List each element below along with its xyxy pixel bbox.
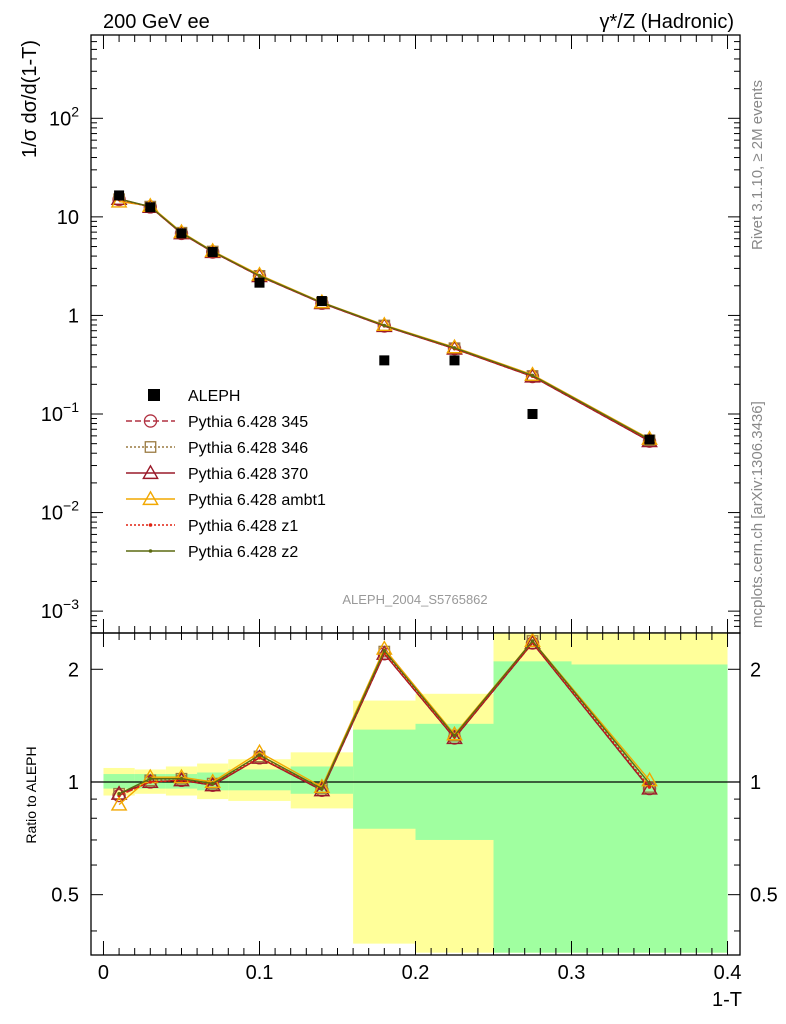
ratio-point-p370 — [446, 729, 463, 745]
data-point-aleph — [254, 277, 265, 288]
ratio-point-ambt1 — [110, 796, 128, 811]
point-z2 — [257, 273, 262, 278]
ratio-point-ambt1 — [524, 632, 541, 648]
legend-label-p345: Pythia 6.428 345 — [188, 414, 308, 431]
ratio-y-tick-label-right: 2 — [750, 659, 761, 681]
ratio-point-p370 — [313, 781, 331, 797]
legend: ALEPH Pythia 6.428 345 Pythia 6.428 346 Pyt… — [126, 388, 326, 561]
legend-marker-z2 — [148, 549, 153, 553]
point-z2 — [382, 323, 387, 328]
legend-label-p346: Pythia 6.428 346 — [188, 440, 308, 457]
x-tick-label: 0.2 — [402, 962, 430, 984]
uncertainty-band-stat — [353, 729, 416, 829]
legend-marker-ambt1 — [142, 490, 159, 506]
y-tick-label: 10−1 — [41, 399, 79, 426]
ratio-point-z2 — [320, 786, 324, 791]
ratio-point-p370 — [524, 634, 541, 650]
data-point-aleph — [316, 296, 327, 307]
ratio-point-p370 — [110, 785, 128, 800]
point-ambt1 — [110, 192, 128, 208]
series-line-z2 — [118, 198, 650, 441]
uncertainty-band-stat — [103, 774, 135, 789]
y-tick-label: 10−3 — [41, 596, 79, 623]
y-tick-label: 10 — [57, 207, 79, 229]
ratio-line-z2 — [118, 639, 651, 795]
analysis-annotation: ALEPH_2004_S5765862 — [342, 592, 487, 607]
x-tick-label: 0 — [98, 962, 109, 984]
x-axis-label: 1-T — [712, 989, 742, 1011]
ratio-line-z1 — [118, 641, 651, 797]
ratio-point-z2 — [148, 776, 153, 781]
data-point-aleph — [449, 355, 460, 366]
legend-label-aleph: ALEPH — [188, 388, 240, 405]
y-tick-label: 102 — [49, 103, 79, 130]
data-point-aleph — [207, 247, 218, 258]
point-z2 — [452, 346, 457, 350]
legend-marker-aleph — [148, 389, 160, 401]
legend-marker-p345 — [143, 414, 158, 428]
ratio-point-z2 — [452, 733, 457, 738]
ratio-point-p370 — [641, 780, 658, 795]
uncertainty-band-stat — [493, 661, 572, 953]
legend-label-z1: Pythia 6.428 z1 — [188, 518, 298, 535]
data-point-aleph — [145, 202, 156, 213]
left-title: 200 GeV ee — [103, 11, 210, 33]
legend-label-p370: Pythia 6.428 370 — [188, 466, 308, 483]
ratio-y-tick-label: 2 — [68, 659, 79, 681]
ratio-y-tick-label-right: 1 — [750, 772, 761, 794]
mcplots-label: mcplots.cern.ch [arXiv:1306.3436] — [749, 401, 766, 628]
ratio-y-tick-label: 1 — [68, 772, 79, 794]
ratio-ylabel: Ratio to ALEPH — [23, 746, 39, 843]
data-point-aleph — [114, 190, 125, 201]
ratio-point-p370 — [204, 776, 222, 792]
ratio-point-ambt1 — [173, 768, 190, 784]
data-point-aleph — [176, 228, 187, 239]
legend-marker-z1 — [148, 523, 153, 527]
ratio-point-z2 — [210, 781, 215, 786]
right-title: γ*/Z (Hadronic) — [600, 11, 734, 33]
data-point-aleph — [644, 434, 655, 445]
ratio-point-z1 — [257, 756, 262, 760]
ratio-point-z1 — [647, 785, 652, 789]
ratio-plot: Ratio to ALEPH 1-T 2 2 1 1 0.5 0.5 0 0.1 0.2 0.3 0… — [23, 632, 778, 1011]
uncertainty-band-stat — [228, 769, 291, 791]
ratio-point-z1 — [148, 780, 153, 784]
ratio-point-z2 — [647, 781, 652, 786]
x-tick-label: 0.4 — [714, 962, 742, 984]
ratio-point-p345 — [112, 788, 126, 803]
legend-marker-p346 — [144, 441, 157, 453]
ratio-point-z2 — [257, 753, 262, 757]
data-point-aleph — [379, 355, 390, 366]
legend-label-z2: Pythia 6.428 z2 — [188, 544, 298, 561]
ratio-point-z2 — [382, 649, 387, 653]
legend-marker-p370 — [142, 464, 159, 480]
point-z2 — [530, 373, 535, 378]
main-ylabel: 1/σ dσ/d(1-T) — [19, 40, 41, 158]
uncertainty-band-stat — [571, 664, 728, 953]
ratio-y-tick-label: 0.5 — [51, 885, 79, 907]
data-point-aleph — [527, 408, 538, 419]
main-plot: ALEPH_2004_S5765862 1/σ dσ/d(1-T) 102 10 1… — [19, 34, 741, 634]
ratio-point-z2 — [117, 791, 121, 796]
ratio-point-z2 — [530, 639, 535, 643]
ratio-point-z2 — [179, 776, 184, 781]
ratio-y-tick-label-right: 0.5 — [750, 885, 778, 907]
y-tick-label: 1 — [68, 305, 79, 327]
y-tick-label: 10−2 — [41, 498, 79, 525]
x-tick-label: 0.1 — [246, 962, 274, 984]
x-tick-label: 0.3 — [558, 962, 586, 984]
legend-label-ambt1: Pythia 6.428 ambt1 — [188, 492, 326, 509]
rivet-label: Rivet 3.1.10, ≥ 2M events — [749, 80, 766, 250]
